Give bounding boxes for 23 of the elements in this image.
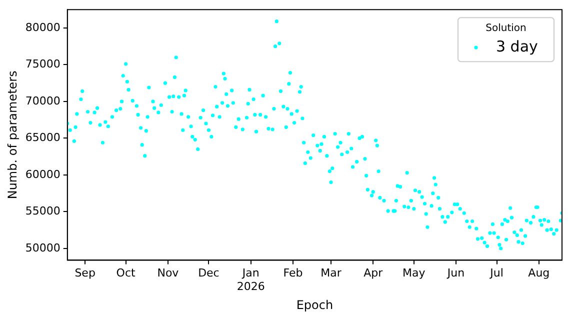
y-tick-label: 70000 (25, 94, 60, 108)
y-tick-label: 55000 (25, 204, 60, 218)
x-tick-label: Dec (198, 266, 220, 280)
x-tick-label: Feb (283, 266, 303, 280)
y-tick-label: 65000 (25, 131, 60, 144)
legend-title: Solution (486, 23, 526, 34)
x-tick-label: Oct (116, 266, 136, 280)
y-tick-label: 75000 (25, 58, 60, 71)
y-tick-label: 80000 (25, 20, 60, 34)
legend-label: 3 day (496, 37, 538, 56)
x-tick-label: Mar (320, 266, 342, 280)
y-tick-label: 50000 (25, 241, 60, 254)
y-tick-label: 60000 (25, 168, 60, 181)
x-tick-label: Sep (74, 266, 96, 280)
x-tick-label: Jul (489, 266, 504, 280)
x-tick-label: Nov (157, 266, 180, 280)
y-axis-title: Numb. of parameters (5, 70, 20, 200)
x-axis-title: Epoch (296, 298, 334, 312)
x-tick-label: May (402, 266, 426, 280)
x-tick-label: Aug (528, 266, 550, 280)
x-tick-label: Apr (364, 266, 384, 280)
x-tick-label: Jun (446, 266, 465, 280)
x-tick-label: Jan 2026 (236, 266, 265, 293)
